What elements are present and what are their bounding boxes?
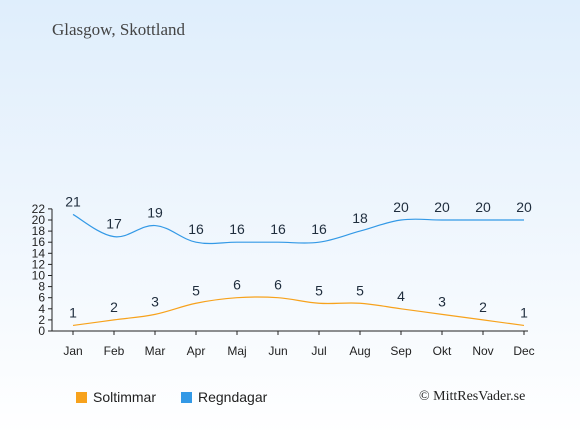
y-tick-label: 10 [32,269,46,283]
x-tick-label: Dec [513,344,534,358]
rain-data-label: 17 [106,216,122,232]
sun-data-label: 6 [274,277,282,293]
rain-legend-swatch [181,391,192,403]
x-tick-label: Jan [63,344,82,358]
sun-data-label: 4 [397,288,405,304]
rain-data-label: 20 [393,199,409,215]
legend-item-rain: Regndagar [181,389,267,405]
y-tick-label: 22 [32,202,46,216]
rain-data-label: 20 [475,199,491,215]
y-tick-label: 8 [38,280,45,294]
y-tick-label: 4 [38,302,45,316]
y-tick-label: 6 [38,291,45,305]
rain-data-label: 19 [147,205,163,221]
rain-data-label: 16 [188,221,204,237]
x-tick-label: Mar [145,344,166,358]
sun-data-label: 6 [233,277,241,293]
y-tick-label: 12 [32,257,46,271]
x-tick-label: Aug [349,344,370,358]
sun-data-label: 1 [520,304,528,320]
y-tick-label: 20 [32,213,46,227]
rain-data-label: 16 [229,221,245,237]
x-tick-label: Jul [311,344,326,358]
sun-legend-swatch [76,391,87,403]
rain-data-label: 20 [516,199,532,215]
sun-series-line [72,296,525,327]
y-tick-label: 16 [32,235,46,249]
y-tick-label: 2 [38,313,45,327]
y-tick-label: 14 [32,246,46,260]
legend-item-sun: Soltimmar [76,389,156,405]
sun-data-label: 2 [110,299,118,315]
site-credit: © MittResVader.se [419,389,526,404]
x-tick-label: Feb [104,344,125,358]
x-tick-label: Maj [227,344,246,358]
x-tick-label: Okt [433,344,452,358]
x-tick-label: Apr [187,344,206,358]
rain-data-label: 21 [65,193,81,209]
x-tick-label: Jun [268,344,287,358]
rain-data-label: 16 [270,221,286,237]
location-title: Glasgow, Skottland [52,20,186,39]
rain-data-label: 18 [352,210,368,226]
rain-data-label: 16 [311,221,327,237]
x-tick-label: Nov [472,344,493,358]
rain-series-line [72,213,524,245]
x-tick-label: Sep [390,344,412,358]
sun-legend-label: Soltimmar [93,389,157,405]
sun-data-label: 5 [315,282,323,298]
y-tick-label: 0 [38,324,45,338]
sun-data-label: 5 [192,282,200,298]
sun-data-label: 3 [151,293,159,309]
sun-data-label: 1 [69,304,77,320]
chart-series [72,213,525,327]
sun-data-label: 3 [438,293,446,309]
sun-data-label: 5 [356,282,364,298]
rain-data-label: 20 [434,199,450,215]
sun-data-label: 2 [479,299,487,315]
y-tick-label: 18 [32,224,46,238]
rain-legend-label: Regndagar [198,389,268,405]
